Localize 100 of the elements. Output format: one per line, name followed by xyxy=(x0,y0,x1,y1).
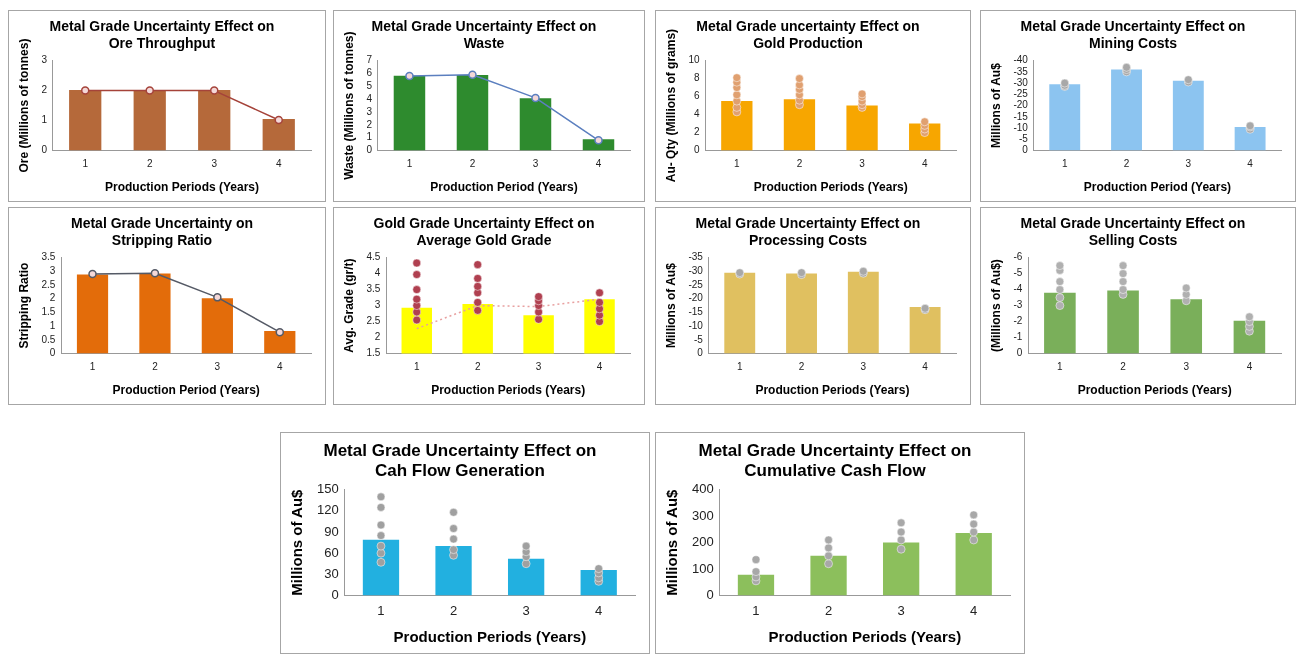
x-tick-label: 1 xyxy=(413,361,420,373)
y-tick-label: 400 xyxy=(691,481,714,497)
y-tick-label: 3 xyxy=(374,299,381,311)
y-tick-label: 6 xyxy=(693,90,700,102)
y-tick-label: -40 xyxy=(1013,54,1029,66)
y-axis-title: (Millions of Au$) xyxy=(988,259,1003,353)
x-tick-label: 2 xyxy=(152,361,159,373)
x-tick-label: 1 xyxy=(89,361,96,373)
chart-title: Metal Grade Uncertainty Effect on Ore Throughput xyxy=(49,18,275,52)
y-tick-label: 2 xyxy=(41,84,48,96)
x-tick-label: 1 xyxy=(406,158,413,170)
x-tick-label: 1 xyxy=(1057,361,1064,373)
y-tick-label: 6 xyxy=(366,67,373,79)
y-tick-label: 1.5 xyxy=(41,306,56,318)
y-tick-label: -20 xyxy=(1013,99,1029,111)
y-tick-label: 3 xyxy=(49,265,56,277)
chart-title: Metal Grade uncertainty Effect on Gold Production xyxy=(696,18,920,52)
x-tick-label: 4 xyxy=(921,158,928,170)
y-tick-label: -25 xyxy=(1013,88,1029,100)
chart-title: Metal Grade Uncertainty Effect on Cumulative Cash Flow xyxy=(698,440,972,481)
y-tick-label: 8 xyxy=(693,72,700,84)
y-tick-label: 2 xyxy=(366,118,373,130)
x-axis-title: Production Periods (Years) xyxy=(431,383,586,398)
x-tick-label: 3 xyxy=(214,361,221,373)
y-tick-label: 60 xyxy=(324,544,339,560)
y-tick-label: 4 xyxy=(693,108,700,120)
y-axis-title: Au- Qty (Millions of grams) xyxy=(663,28,678,183)
x-tick-label: 4 xyxy=(595,602,603,618)
x-tick-label: 2 xyxy=(146,158,153,170)
x-tick-label: 3 xyxy=(535,361,542,373)
x-axis-title: Production Periods (Years) xyxy=(1077,383,1232,398)
y-tick-label: 0 xyxy=(706,586,714,602)
x-axis-title: Production Periods (Years) xyxy=(393,628,587,646)
y-tick-label: -1 xyxy=(1013,331,1023,343)
y-tick-label: -10 xyxy=(1013,121,1029,133)
y-tick-label: 2 xyxy=(374,331,381,343)
x-tick-label: 4 xyxy=(922,361,929,373)
x-tick-label: 4 xyxy=(596,361,603,373)
y-tick-label: 2.5 xyxy=(366,315,381,327)
y-axis-title: Millions of Au$ xyxy=(988,62,1003,149)
x-tick-label: 1 xyxy=(734,158,741,170)
x-tick-label: 1 xyxy=(736,361,743,373)
y-axis-title: Millions of Au$ xyxy=(288,488,306,596)
x-tick-label: 3 xyxy=(897,602,905,618)
y-tick-label: -30 xyxy=(1013,76,1029,88)
y-tick-label: 200 xyxy=(691,534,714,550)
y-tick-label: 1.5 xyxy=(366,347,381,359)
y-tick-label: -15 xyxy=(688,306,704,318)
x-tick-label: 3 xyxy=(860,361,867,373)
y-tick-label: 5 xyxy=(366,80,373,92)
x-tick-label: 3 xyxy=(1183,361,1190,373)
y-tick-label: 3 xyxy=(41,54,48,66)
x-tick-label: 3 xyxy=(532,158,539,170)
chart-title: Metal Grade Uncertainty Effect on Mining Costs xyxy=(1020,18,1246,52)
x-tick-label: 3 xyxy=(1185,158,1192,170)
y-tick-label: 2 xyxy=(49,292,56,304)
x-axis-title: Production Periods (Years) xyxy=(104,180,259,195)
y-tick-label: 4 xyxy=(374,267,381,279)
x-tick-label: 3 xyxy=(522,602,530,618)
x-axis-title: Production Period (Years) xyxy=(1083,180,1232,195)
y-tick-label: -20 xyxy=(688,292,704,304)
y-tick-label: 150 xyxy=(316,481,339,497)
y-tick-label: 300 xyxy=(691,507,714,523)
y-tick-label: 1 xyxy=(366,131,373,143)
x-tick-label: 4 xyxy=(595,158,602,170)
y-tick-label: 0 xyxy=(697,347,704,359)
x-tick-label: 2 xyxy=(824,602,833,618)
y-tick-label: -30 xyxy=(688,265,704,277)
chart-title: Gold Grade Uncertainty Effect on Average Gold Grade xyxy=(373,215,595,249)
x-axis-title: Production Period (Years) xyxy=(430,180,578,195)
y-tick-label: -35 xyxy=(688,251,704,263)
x-tick-label: 3 xyxy=(859,158,866,170)
x-tick-label: 2 xyxy=(798,361,805,373)
x-tick-label: 4 xyxy=(970,602,978,618)
y-tick-label: 0 xyxy=(49,347,56,359)
x-tick-label: 4 xyxy=(275,158,282,170)
y-tick-label: 0 xyxy=(1016,347,1023,359)
y-tick-label: 0 xyxy=(1022,144,1029,156)
y-axis-title: Avg. Grade (gr/t) xyxy=(341,258,356,353)
x-tick-label: 3 xyxy=(211,158,218,170)
x-tick-label: 2 xyxy=(1123,158,1130,170)
x-tick-label: 2 xyxy=(449,602,458,618)
y-tick-label: 2.5 xyxy=(41,278,56,290)
y-tick-label: 3.5 xyxy=(41,251,56,263)
y-tick-label: -35 xyxy=(1013,65,1029,77)
y-tick-label: 1 xyxy=(41,114,48,126)
chart-title: Metal Grade Uncertainty Effect on Waste xyxy=(371,18,597,52)
y-tick-label: 120 xyxy=(316,502,339,518)
x-axis-title: Production Periods (Years) xyxy=(768,628,962,646)
chart-title: Metal Grade Uncertainty Effect on Processing Costs xyxy=(695,215,921,249)
y-tick-label: 10 xyxy=(688,54,700,66)
y-tick-label: -10 xyxy=(688,319,704,331)
y-tick-label: 0 xyxy=(331,586,339,602)
y-tick-label: 7 xyxy=(366,54,373,66)
y-axis-title: Ore (Millions of tonnes) xyxy=(16,38,31,173)
x-tick-label: 4 xyxy=(1246,361,1253,373)
y-tick-label: 2 xyxy=(693,126,700,138)
y-tick-label: -6 xyxy=(1013,251,1023,263)
x-tick-label: 4 xyxy=(277,361,284,373)
x-axis-title: Production Periods (Years) xyxy=(755,383,910,398)
